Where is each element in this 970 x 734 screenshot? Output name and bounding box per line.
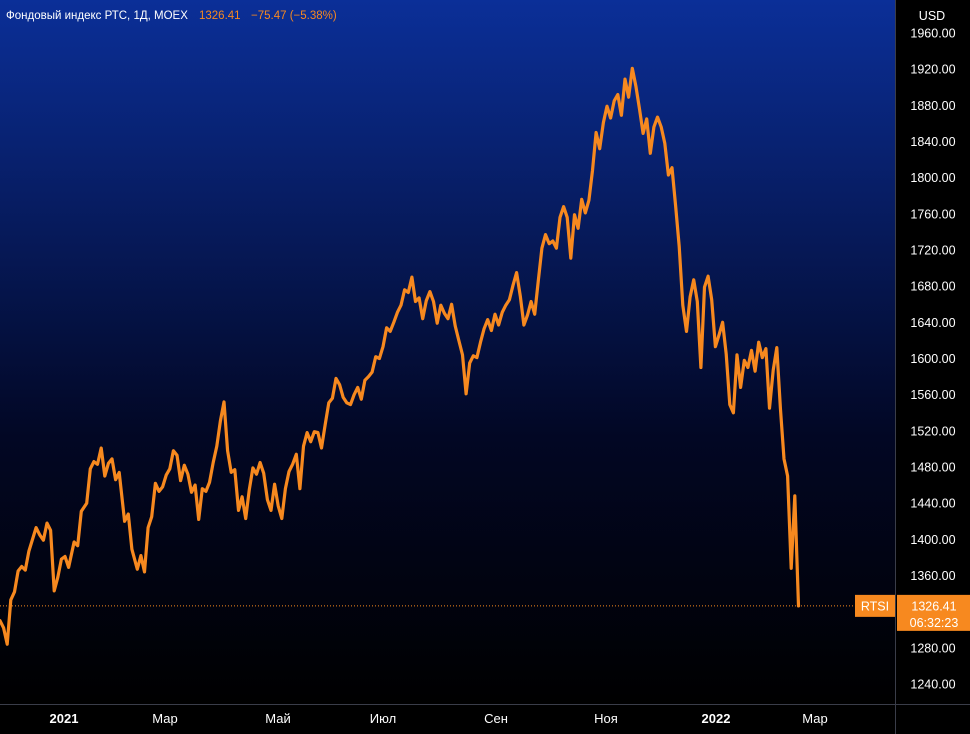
price-tick-label: 1480.00 [910,461,955,475]
symbol-tag[interactable]: RTSI [855,594,895,617]
price-tick-label: 1600.00 [910,352,955,366]
symbol-tag-label: RTSI [861,599,889,613]
time-tick-label: Мар [802,711,827,726]
time-axis[interactable]: 2021 Мар Май Июл Сен Ноя 2022 Мар [50,711,828,726]
price-tick-label: 1280.00 [910,641,955,655]
time-tick-label: Ноя [594,711,618,726]
time-tick-label: 2022 [702,711,731,726]
price-tick-label: 1680.00 [910,280,955,294]
price-tick-label: 1880.00 [910,99,955,113]
last-price-value: 1326.41 [911,599,956,613]
price-tick-label: 1560.00 [910,388,955,402]
time-tick-label: Июл [370,711,396,726]
price-tick-label: 1640.00 [910,316,955,330]
header-title: Фондовый индекс РТС, 1Д, MOEX [6,10,188,22]
price-tick-label: 1240.00 [910,678,955,692]
price-axis[interactable]: 1960.00 1920.00 1880.00 1840.00 1800.00 1760.… [910,27,955,692]
price-tick-label: 1760.00 [910,207,955,221]
price-line-series [0,66,801,646]
price-tick-label: 1920.00 [910,63,955,77]
currency-label[interactable]: USD [919,9,945,23]
time-axis-background [0,705,970,734]
time-tick-label: Май [265,711,290,726]
plot-background [0,0,896,705]
price-tick-label: 1840.00 [910,135,955,149]
time-tick-label: Мар [152,711,177,726]
price-tick-label: 1440.00 [910,497,955,511]
price-tick-label: 1520.00 [910,424,955,438]
time-tick-label: 2021 [50,711,79,726]
header-legend: Фондовый индекс РТС, 1Д, MOEX 1326.41 −7… [6,10,337,22]
price-axis-background [896,0,970,705]
countdown-timer: 06:32:23 [910,616,959,630]
price-tick-label: 1360.00 [910,569,955,583]
symbol-tag-bg [855,594,895,617]
header-change: −75.47 (−5.38%) [251,10,337,22]
time-tick-label: Сен [484,711,508,726]
price-tick-label: 1800.00 [910,171,955,185]
last-price-tag-bg [897,594,970,631]
header-last: 1326.41 [199,10,241,22]
price-tick-label: 1960.00 [910,27,955,41]
last-price-tag[interactable]: 1326.41 06:32:23 [897,594,970,631]
price-tick-label: 1720.00 [910,244,955,258]
price-tick-label: 1400.00 [910,533,955,547]
